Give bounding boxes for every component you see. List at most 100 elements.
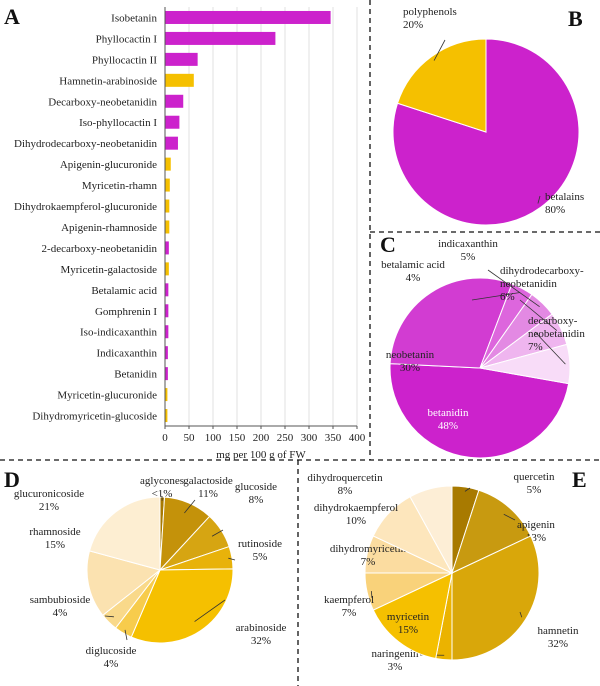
leader-line <box>124 629 128 641</box>
chart-a-category-labels: Isobetanin Phyllocactin I Phyllocactin II H… <box>14 12 157 422</box>
category-label: Apigenin-rhamnoside <box>61 222 157 234</box>
bar-phyllocactin-i <box>165 31 276 45</box>
bar-betalamic-acid <box>165 283 169 297</box>
chart-a-bars <box>165 10 331 423</box>
slice-label-hamnetin: hamnetin 32% <box>538 625 579 650</box>
leader-line <box>184 499 196 514</box>
slice-label-dihydroquercetin: dihydroquercetin 8% <box>307 472 383 497</box>
bar-myricetin-rhamn <box>165 178 170 192</box>
x-tick-label: 200 <box>253 432 270 444</box>
x-tick-label: 400 <box>349 432 366 444</box>
leader-line <box>503 513 516 521</box>
category-label: Dihydrokaempferol-glucuronide <box>14 201 157 213</box>
chart-a-x-axis-title: mg per 100 g of FW <box>216 449 306 461</box>
leader-line <box>537 195 541 204</box>
category-label: Decarboxy-neobetanidin <box>48 96 157 108</box>
category-label: Myricetin-glucuronide <box>57 390 157 402</box>
leader-line <box>471 292 521 301</box>
bar-apigenin-glucuronide <box>165 157 171 171</box>
slice-label-dihydromyricetin: dihydromyricetin 7% <box>330 543 407 568</box>
slice-label-kaempferol: kaempferol 7% <box>324 594 374 619</box>
bar-indicaxanthin <box>165 346 168 360</box>
slice-label-rutinoside: rutinoside 5% <box>238 538 282 563</box>
leader-line <box>487 269 540 308</box>
category-label: Myricetin-rhamn <box>82 180 158 192</box>
category-label: 2-decarboxy-neobetanidin <box>42 243 158 255</box>
chart-a-grid <box>188 7 358 426</box>
x-tick-label: 50 <box>184 432 196 444</box>
slice-decarboxy-neobetanidin <box>479 343 571 385</box>
category-label: Apigenin-glucuronide <box>60 159 157 171</box>
slice-myricetin <box>372 572 453 660</box>
bar-hamnetin-arabinoside <box>165 73 194 87</box>
bar-2-decarboxy-neobetanidin <box>165 241 169 255</box>
slice-hamnetin <box>451 535 540 661</box>
pie-chart-e: quercetin 5%apigenin 13%hamnetin 32%naringe… <box>307 471 579 673</box>
slice-label-dihydrokaempferol: dihydrokaempferol 10% <box>314 502 398 527</box>
category-label: Dihydromyricetin-glucoside <box>32 411 157 423</box>
slice-betanidin <box>389 363 570 459</box>
category-label: Phyllocactin I <box>96 33 158 45</box>
panel-label-c: C <box>380 232 396 257</box>
x-tick-label: 350 <box>325 432 342 444</box>
leader-line <box>228 557 236 561</box>
slice-rhamnoside <box>86 550 162 616</box>
bar-iso-phyllocactin-i <box>165 115 180 129</box>
slice-label-naringenin: naringenin 3% <box>371 648 419 673</box>
slice-label-neobetanin: neobetanin 30% <box>386 349 435 374</box>
slice-label-arabinoside: arabinoside 32% <box>236 622 287 647</box>
category-label: Dihydrodecarboxy-neobetanidin <box>14 138 157 150</box>
category-label: Hamnetin-arabinoside <box>59 75 157 87</box>
slice-label-polyphenols: polyphenols 20% <box>403 6 457 31</box>
slice-arabinoside <box>130 568 234 644</box>
category-label: Betalamic acid <box>91 285 157 297</box>
panel-label-b: B <box>568 6 583 31</box>
slice-label-decarboxy-neobetanidin: decarboxy-neobetanidin 7% <box>528 315 585 353</box>
bar-iso-indicaxanthin <box>165 325 169 339</box>
slice-label-myricetin: myricetin 15% <box>387 611 430 636</box>
category-label: Betanidin <box>114 369 157 381</box>
category-label: Indicaxanthin <box>97 348 158 360</box>
slice-label-betanidin: betanidin 48% <box>428 407 469 432</box>
slice-label-indicaxanthin: indicaxanthin 5% <box>438 238 498 263</box>
slice-neobetanin <box>389 277 513 369</box>
leader-line <box>211 529 224 537</box>
slice-apigenin <box>451 489 532 574</box>
x-tick-label: 250 <box>277 432 294 444</box>
slice-label-betalamic-acid: betalamic acid 4% <box>381 259 445 284</box>
pie-chart-c: betanidin 48% neobetanin 30% betalamic acid 4… <box>381 238 585 459</box>
slice-polyphenols <box>396 38 487 133</box>
slice-label-aglycones: aglycones <1% <box>140 475 184 500</box>
pie-chart-b: betalains 80% polyphenols 20% <box>392 6 584 226</box>
leader-line <box>519 611 523 618</box>
bar-isobetanin <box>165 10 331 24</box>
category-label: Isobetanin <box>111 12 157 24</box>
category-label: Gomphrenin I <box>95 306 157 318</box>
bar-dihydromyricetin-glucoside <box>165 409 168 423</box>
slice-label-galactoside: galactoside 11% <box>183 475 233 500</box>
x-tick-label: 100 <box>205 432 222 444</box>
slice-label-quercetin: quercetin 5% <box>514 471 555 496</box>
leader-line <box>194 599 226 622</box>
panel-label-d: D <box>4 467 20 492</box>
slice-label-betalains: betalains 80% <box>545 191 584 216</box>
category-label: Myricetin-galactoside <box>60 264 157 276</box>
leader-line <box>519 299 558 331</box>
bar-phyllocactin-ii <box>165 52 198 66</box>
bar-decarboxy-neobetanidin <box>165 94 184 108</box>
x-tick-label: 150 <box>229 432 246 444</box>
leader-line <box>104 615 114 618</box>
slice-label-glucuronicoside: glucuronicoside 21% <box>14 488 84 513</box>
bar-myricetin-galactoside <box>165 262 169 276</box>
pie-chart-d: aglycones <1%galactoside 11%glucoside 8% rut… <box>14 475 287 670</box>
category-label: Phyllocactin II <box>92 54 157 66</box>
bar-dihydrokaempferol-glucuronide <box>165 199 170 213</box>
slice-label-dihydrodecarboxy-neobetanidin: dihydrodecarboxy-neobetanidin 6% <box>500 265 584 303</box>
panel-label-a: A <box>4 4 20 29</box>
leader-line <box>370 590 373 599</box>
bar-apigenin-rhamnoside <box>165 220 170 234</box>
slice-label-glucoside: glucoside 8% <box>235 481 277 506</box>
bar-myricetin-glucuronide <box>165 388 168 402</box>
